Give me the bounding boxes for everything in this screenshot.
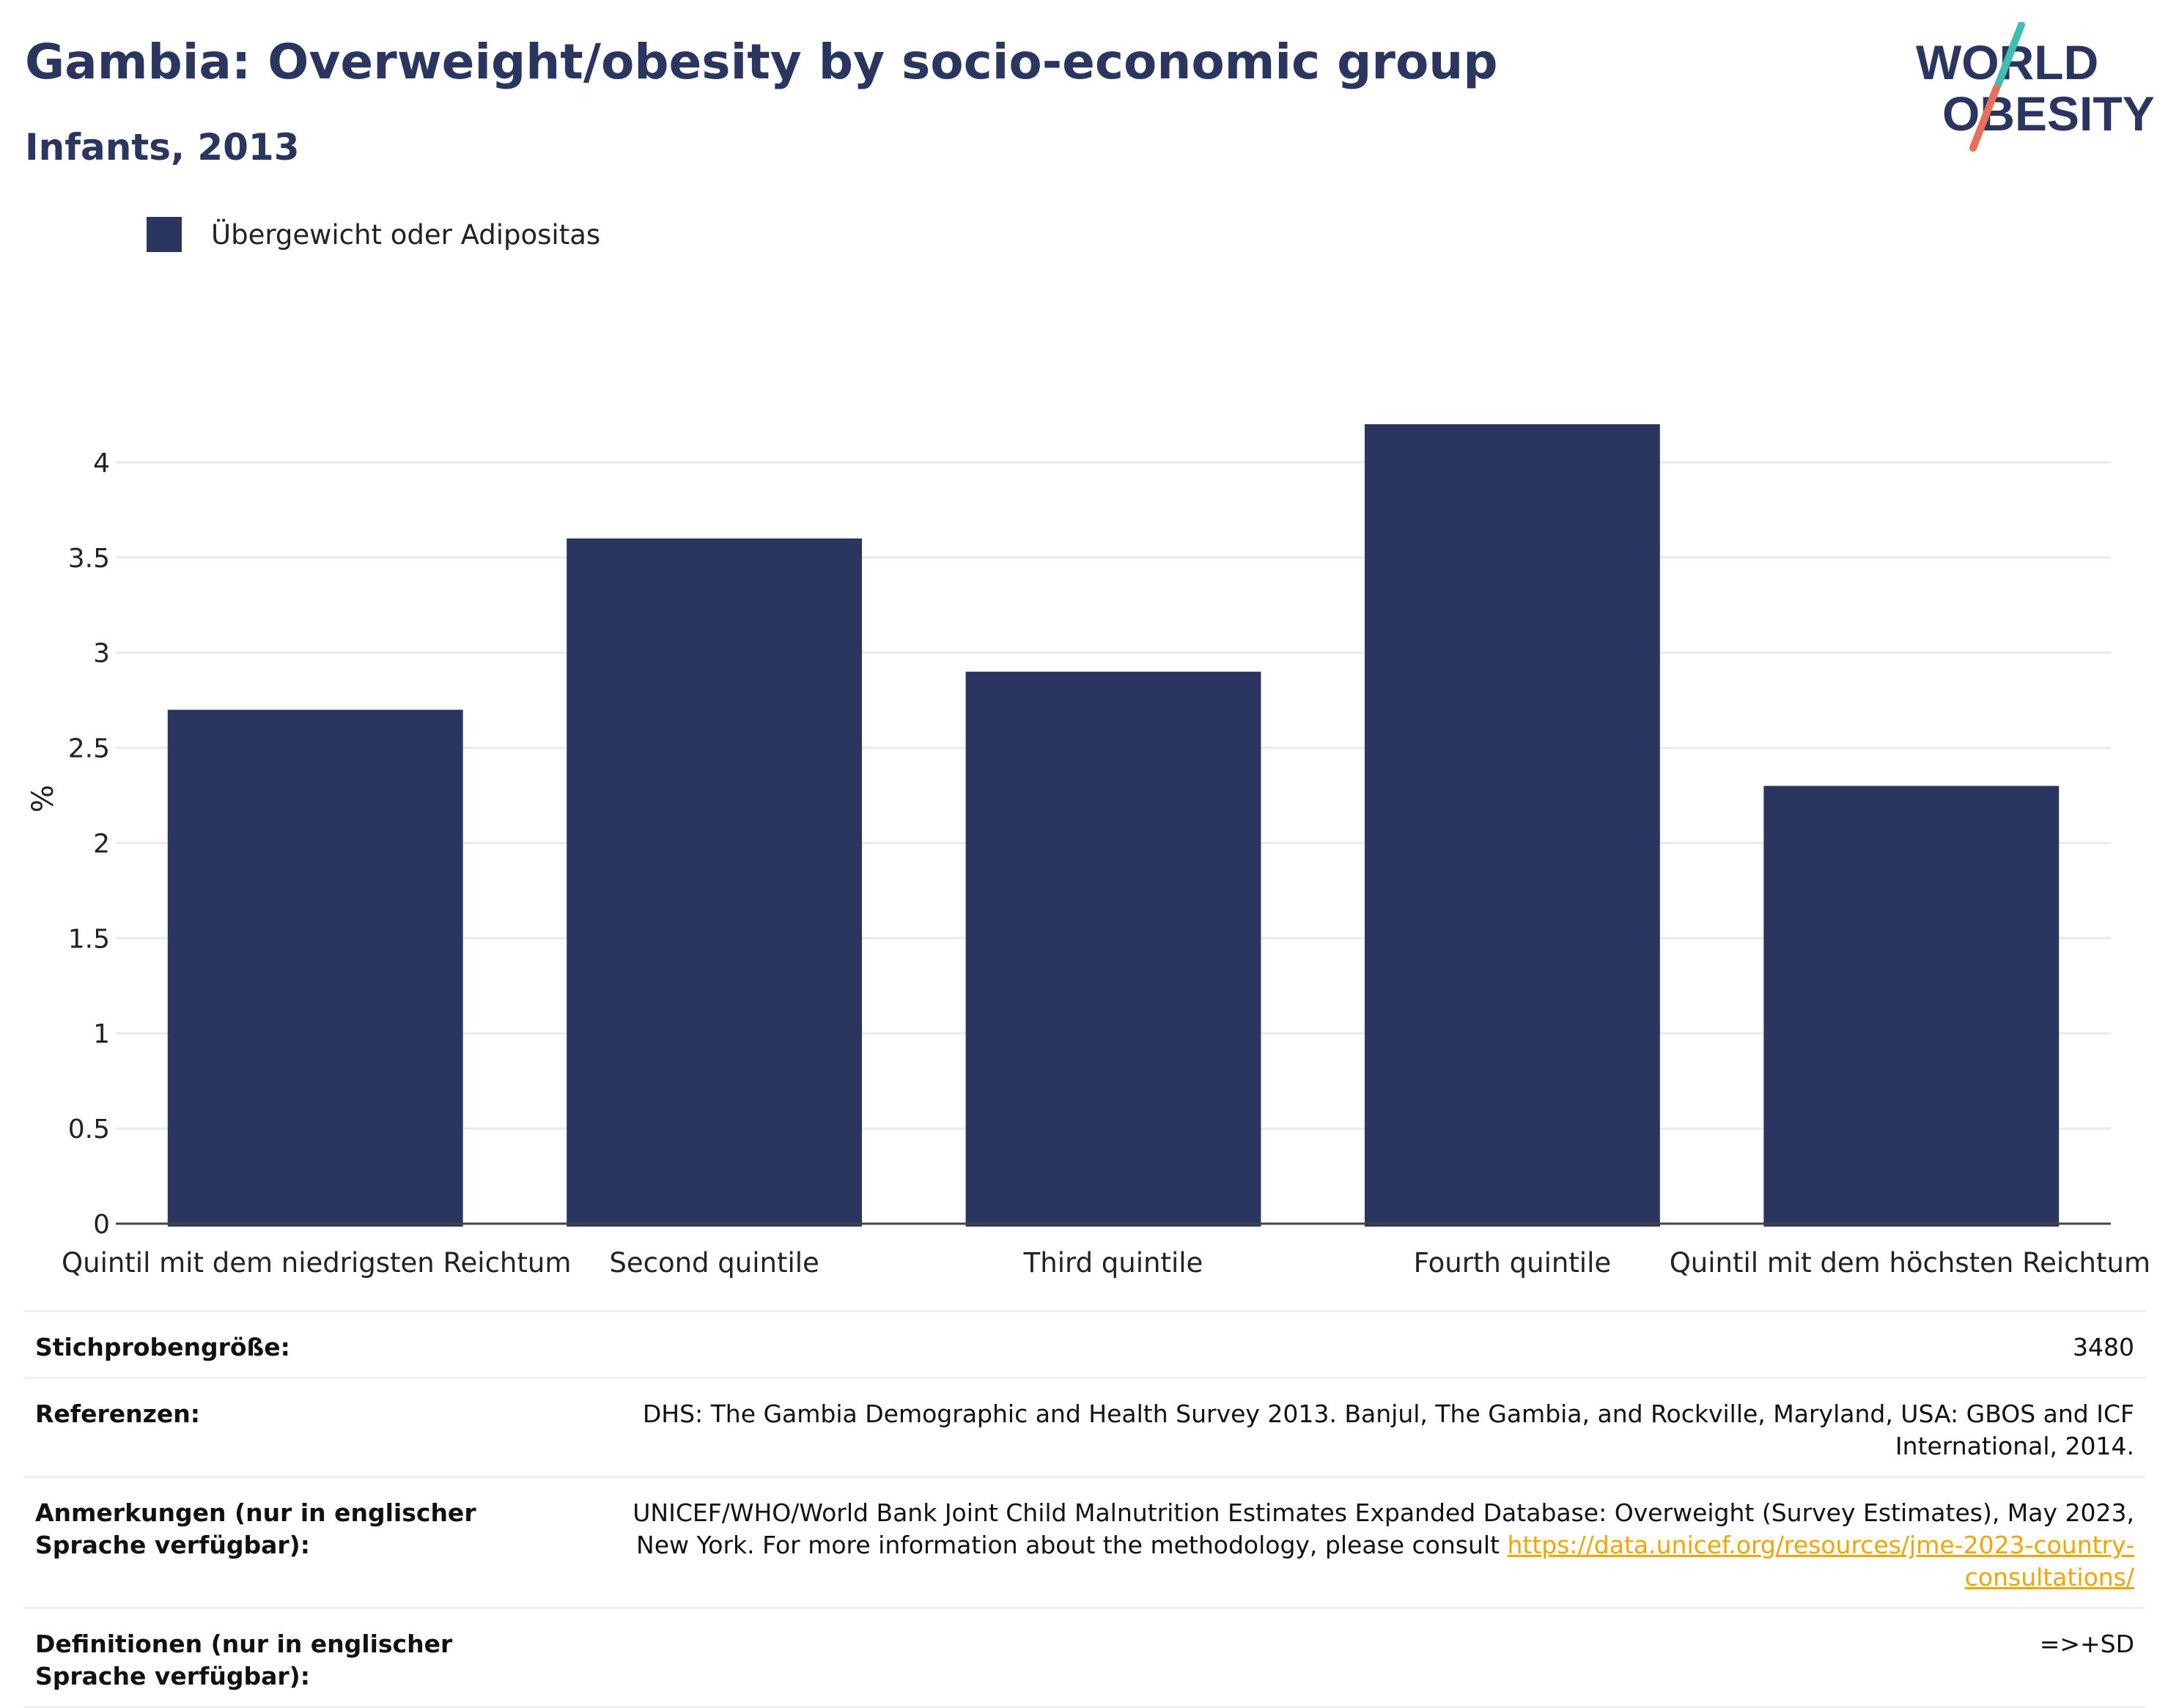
- logo-slash-teal: [1994, 22, 2025, 89]
- meta-row-notes: Anmerkungen (nur in englischer Sprache v…: [23, 1476, 2146, 1607]
- meta-row-references: Referenzen: DHS: The Gambia Demographic …: [23, 1377, 2146, 1476]
- y-tick-label: 2.5: [68, 734, 110, 764]
- bar-chart: 0 0.5 1 1.5 2 2.5 3 3.5 4 Quintil mit dem niedri…: [26, 424, 2150, 1279]
- y-tick-label: 2: [93, 829, 110, 859]
- world-obesity-logo: WORLD OBESITY: [1916, 22, 2155, 152]
- x-tick-label: Fourth quintile: [1414, 1247, 1611, 1279]
- x-axis-ticks: Quintil mit dem niedrigsten Reichtum Seco…: [62, 1247, 2150, 1279]
- y-tick-label: 4: [93, 448, 110, 478]
- bar-4[interactable]: [1364, 424, 1660, 1227]
- references-label: Referenzen:: [35, 1400, 200, 1428]
- bar-5[interactable]: [1763, 785, 2060, 1227]
- y-tick-label: 3.5: [68, 544, 110, 574]
- bar-3[interactable]: [965, 671, 1261, 1227]
- bars: [167, 424, 2060, 1227]
- meta-row-definitions: Definitionen (nur in englischer Sprache …: [23, 1607, 2146, 1708]
- x-tick-label: Quintil mit dem niedrigsten Reichtum: [62, 1247, 571, 1279]
- definitions-value: =>+SD: [2039, 1630, 2134, 1658]
- x-tick-label: Second quintile: [609, 1247, 819, 1279]
- sample-size-value: 3480: [2073, 1333, 2134, 1361]
- metadata-table: Stichprobengröße: 3480 Referenzen: DHS: …: [23, 1310, 2146, 1708]
- notes-link[interactable]: https://data.unicef.org/resources/jme-20…: [1507, 1531, 2135, 1591]
- notes-label: Anmerkungen (nur in englischer Sprache v…: [35, 1498, 476, 1559]
- logo-slash-coral: [1969, 84, 2000, 152]
- y-tick-label: 0.5: [68, 1114, 110, 1145]
- y-axis-ticks: 0 0.5 1 1.5 2 2.5 3 3.5 4: [68, 448, 110, 1240]
- sample-size-label: Stichprobengröße:: [35, 1333, 290, 1361]
- meta-row-sample-size: Stichprobengröße: 3480: [23, 1310, 2146, 1377]
- y-axis-label: %: [26, 785, 60, 813]
- notes-text: UNICEF/WHO/World Bank Joint Child Malnut…: [633, 1498, 2134, 1559]
- legend-label: Übergewicht oder Adipositas: [211, 218, 601, 251]
- notes-value: UNICEF/WHO/World Bank Joint Child Malnut…: [610, 1497, 2134, 1594]
- bar-1[interactable]: [167, 709, 463, 1227]
- legend-swatch: [147, 217, 182, 252]
- y-tick-label: 1.5: [68, 924, 110, 954]
- y-tick-label: 3: [93, 639, 110, 669]
- y-tick-label: 1: [93, 1019, 110, 1049]
- chart-subtitle: Infants, 2013: [25, 126, 300, 169]
- chart-title: Gambia: Overweight/obesity by socio-econ…: [25, 34, 1498, 90]
- bar-2[interactable]: [567, 538, 863, 1227]
- x-tick-label: Third quintile: [1023, 1247, 1203, 1279]
- y-tick-label: 0: [93, 1210, 110, 1240]
- x-tick-label: Quintil mit dem höchsten Reichtum: [1670, 1247, 2150, 1279]
- legend[interactable]: Übergewicht oder Adipositas: [147, 217, 600, 252]
- references-value: DHS: The Gambia Demographic and Health S…: [642, 1400, 2134, 1460]
